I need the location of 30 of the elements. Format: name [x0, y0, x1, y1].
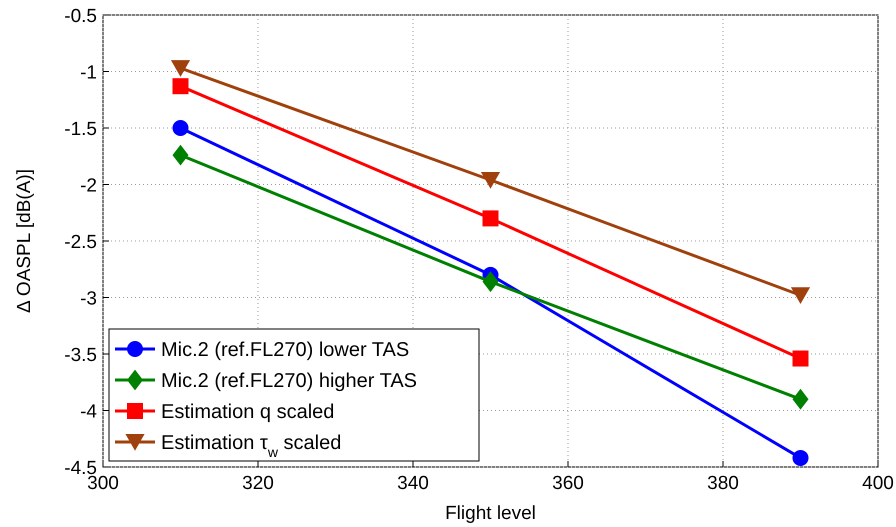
point [170, 60, 190, 77]
x-tick-label: 320 [242, 473, 274, 494]
point [172, 144, 188, 166]
legend-label: Estimation τ$_{w}$ scaled [161, 432, 342, 460]
point [172, 120, 188, 136]
point [792, 450, 808, 466]
y-tick-label: -2.5 [64, 232, 97, 253]
y-tick-label: -3 [80, 288, 97, 310]
x-tick-label: 400 [862, 473, 894, 494]
x-tick-label: 380 [707, 473, 739, 494]
x-tick-label: 340 [397, 473, 429, 494]
point [482, 271, 498, 292]
point [172, 78, 188, 94]
y-tick-label: -1.5 [64, 119, 97, 140]
point [790, 287, 810, 304]
y-tick-label: -4 [80, 402, 98, 422]
point [480, 172, 500, 189]
x-tick-label: 360 [552, 473, 584, 494]
y-axis-title: Δ OASPL [dB(A)] [14, 169, 35, 313]
legend-label: Mic.2 (ref.FL270) lower TAS [161, 339, 410, 361]
point [792, 350, 808, 367]
y-tick-label: -3.5 [64, 345, 97, 366]
x-axis-title: Flight level [445, 503, 536, 524]
y-tick-label: -0.5 [64, 6, 97, 27]
legend-label: Estimation q scaled [161, 401, 334, 423]
legend-label: Mic.2 (ref.FL270) higher TAS [161, 370, 418, 392]
y-tick-label: -2 [80, 176, 97, 196]
point [482, 210, 498, 226]
point [792, 388, 808, 410]
y-tick-label: -1 [80, 62, 97, 84]
